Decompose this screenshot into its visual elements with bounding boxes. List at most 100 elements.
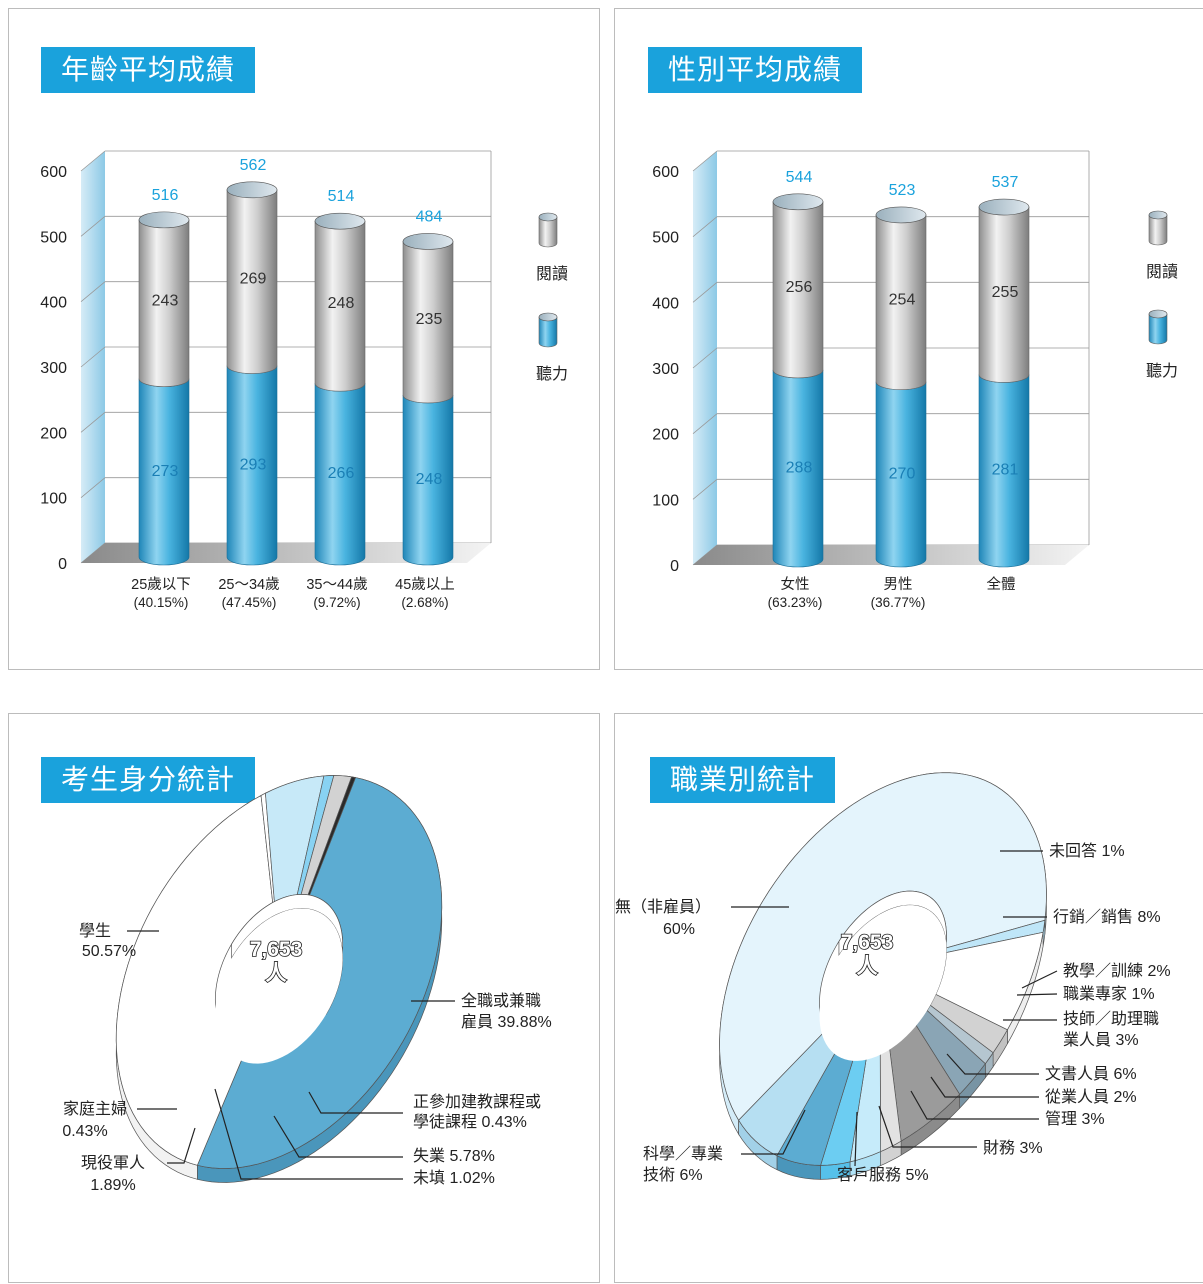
slice-label-none: 無（非雇員） [615, 898, 711, 916]
donut-hole [215, 908, 343, 1064]
age-chart-title: 年齡平均成績 [41, 47, 256, 93]
donut-group [719, 772, 1047, 1180]
category-share-label: (47.45%) [222, 595, 277, 610]
donut-center-count: 7,653 [250, 938, 303, 961]
y-tick-label: 400 [652, 295, 679, 312]
slice-label-coop: 正參加建教課程或 [413, 1093, 541, 1111]
slice-value-none: 60% [663, 921, 695, 938]
slice-value-coop: 學徒課程 0.43% [413, 1113, 527, 1131]
bar-reading [138, 219, 190, 387]
slice-label-blank: 未填 1.02% [413, 1169, 495, 1187]
callout-teaching [1021, 970, 1058, 989]
gender-score-chart: 600 500 400 300 200 100 0 288 256 544 女性 (63.23%) 27… [652, 150, 1178, 610]
y-tick-label: 500 [652, 230, 679, 247]
category-label: 女性 [781, 575, 810, 593]
callout-professional [1016, 993, 1058, 996]
callout-finance [878, 1105, 977, 1148]
callout-management [910, 1090, 1039, 1120]
reading-value-label: 235 [416, 311, 443, 328]
bar-reading [978, 206, 1030, 383]
bar-reading [226, 189, 278, 374]
total-value-label: 514 [328, 188, 355, 205]
slice-value-military: 1.89% [90, 1177, 135, 1194]
gridline-side [80, 281, 106, 302]
bar-top-cap [875, 206, 927, 224]
reading-legend-swatch [538, 216, 558, 248]
y-tick-label: 100 [40, 491, 67, 508]
slice-label-sales: 行銷／銷售 8% [1053, 908, 1161, 926]
slice-label-student: 學生 [79, 922, 111, 940]
gridline-side [80, 412, 106, 433]
category-label: 25歲以下 [131, 576, 191, 593]
bar-top-cap [772, 193, 824, 211]
listening-value-label: 248 [416, 471, 443, 488]
listening-value-label: 273 [152, 463, 179, 480]
reading-legend-label: 閱讀 [1146, 263, 1178, 281]
slice-value-housewife: 0.43% [62, 1123, 107, 1140]
category-label: 45歲以上 [395, 576, 455, 593]
listening-legend-cap [538, 312, 558, 322]
listening-legend-swatch [1148, 313, 1168, 345]
category-share-label: (9.72%) [313, 595, 360, 610]
gridline-side [80, 346, 106, 368]
slice-value-student: 50.57% [82, 943, 136, 960]
gridline-side [692, 479, 718, 500]
listening-value-label: 281 [992, 462, 1019, 479]
listening-legend-label: 聽力 [1146, 362, 1178, 380]
listening-value-label: 270 [889, 465, 916, 482]
status-stats-panel: 考生身分統計 7,653 人 學生 50.57% 全職或兼職 雇員 39.88% 正參加建教… [8, 713, 600, 1283]
occupation-chart-title: 職業別統計 [650, 757, 836, 803]
gridline-side [692, 282, 718, 303]
slice-label-practitioner: 從業人員 2% [1045, 1088, 1137, 1106]
callout-blank [214, 1088, 403, 1180]
reading-value-label: 254 [889, 291, 916, 308]
y-tick-label: 300 [652, 361, 679, 378]
callout-practitioner [930, 1076, 1039, 1098]
y-tick-label: 600 [40, 164, 67, 181]
category-share-label: (40.15%) [134, 595, 189, 610]
category-label: 35～44歲 [306, 576, 367, 593]
bar-top-cap [978, 198, 1030, 216]
reading-value-label: 269 [240, 271, 267, 288]
donut-center-unit: 人 [857, 955, 878, 978]
gridline-side [692, 347, 718, 369]
y-tick-label: 200 [652, 427, 679, 444]
slice-label-science: 科學／專業 [643, 1145, 723, 1163]
gender-chart-title: 性別平均成績 [648, 47, 863, 93]
total-value-label: 523 [889, 182, 916, 199]
listening-legend-cap [1148, 309, 1168, 319]
reading-legend-cap [1148, 210, 1168, 220]
slice-label-professional: 職業專家 1% [1063, 985, 1155, 1003]
callout-unemployed [273, 1115, 403, 1158]
age-score-chart: 600 500 400 300 200 100 0 273 243 516 25歲以下 (40.15%… [40, 150, 568, 610]
reading-value-label: 243 [152, 292, 179, 309]
slice-label-housewife: 家庭主婦 [63, 1100, 127, 1118]
bar-reading [772, 201, 824, 379]
slice-label-teaching: 教學／訓練 2% [1063, 962, 1171, 980]
gridline-side [692, 216, 718, 237]
donut-inner-wall [838, 890, 947, 1012]
occupation-stats-panel: 職業別統計 7,653 人 無（非雇員） 60% 未回答 1% 行銷／銷售 8% 教學／訓練… [614, 713, 1203, 1283]
slice-label-finance: 財務 3% [983, 1139, 1043, 1157]
age-score-panel: 年齡平均成績 600 500 400 300 200 100 0 273 243 516 25歲以下… [8, 8, 600, 670]
bar-top-cap [314, 212, 366, 230]
callout-science [741, 1109, 806, 1155]
slice-label-military: 現役軍人 [81, 1154, 145, 1172]
reading-legend-label: 閱讀 [536, 265, 568, 283]
slice-value-employee: 雇員 39.88% [461, 1013, 552, 1031]
slice-label-unemployed: 失業 5.78% [413, 1147, 495, 1165]
category-share-label: (2.68%) [401, 595, 448, 610]
category-label: 25～34歲 [218, 576, 279, 593]
slice-label-clerical: 文書人員 6% [1045, 1065, 1137, 1083]
y-tick-label: 100 [652, 492, 679, 509]
reading-value-label: 248 [328, 295, 355, 312]
slice-label-customer-service: 客戶服務 5% [837, 1166, 929, 1184]
y-tick-label: 300 [40, 360, 67, 377]
total-value-label: 516 [152, 187, 179, 204]
bar-reading [314, 220, 366, 392]
gridline-side [80, 150, 106, 172]
slice-label-no-answer: 未回答 1% [1049, 842, 1125, 860]
listening-value-label: 288 [786, 459, 813, 476]
